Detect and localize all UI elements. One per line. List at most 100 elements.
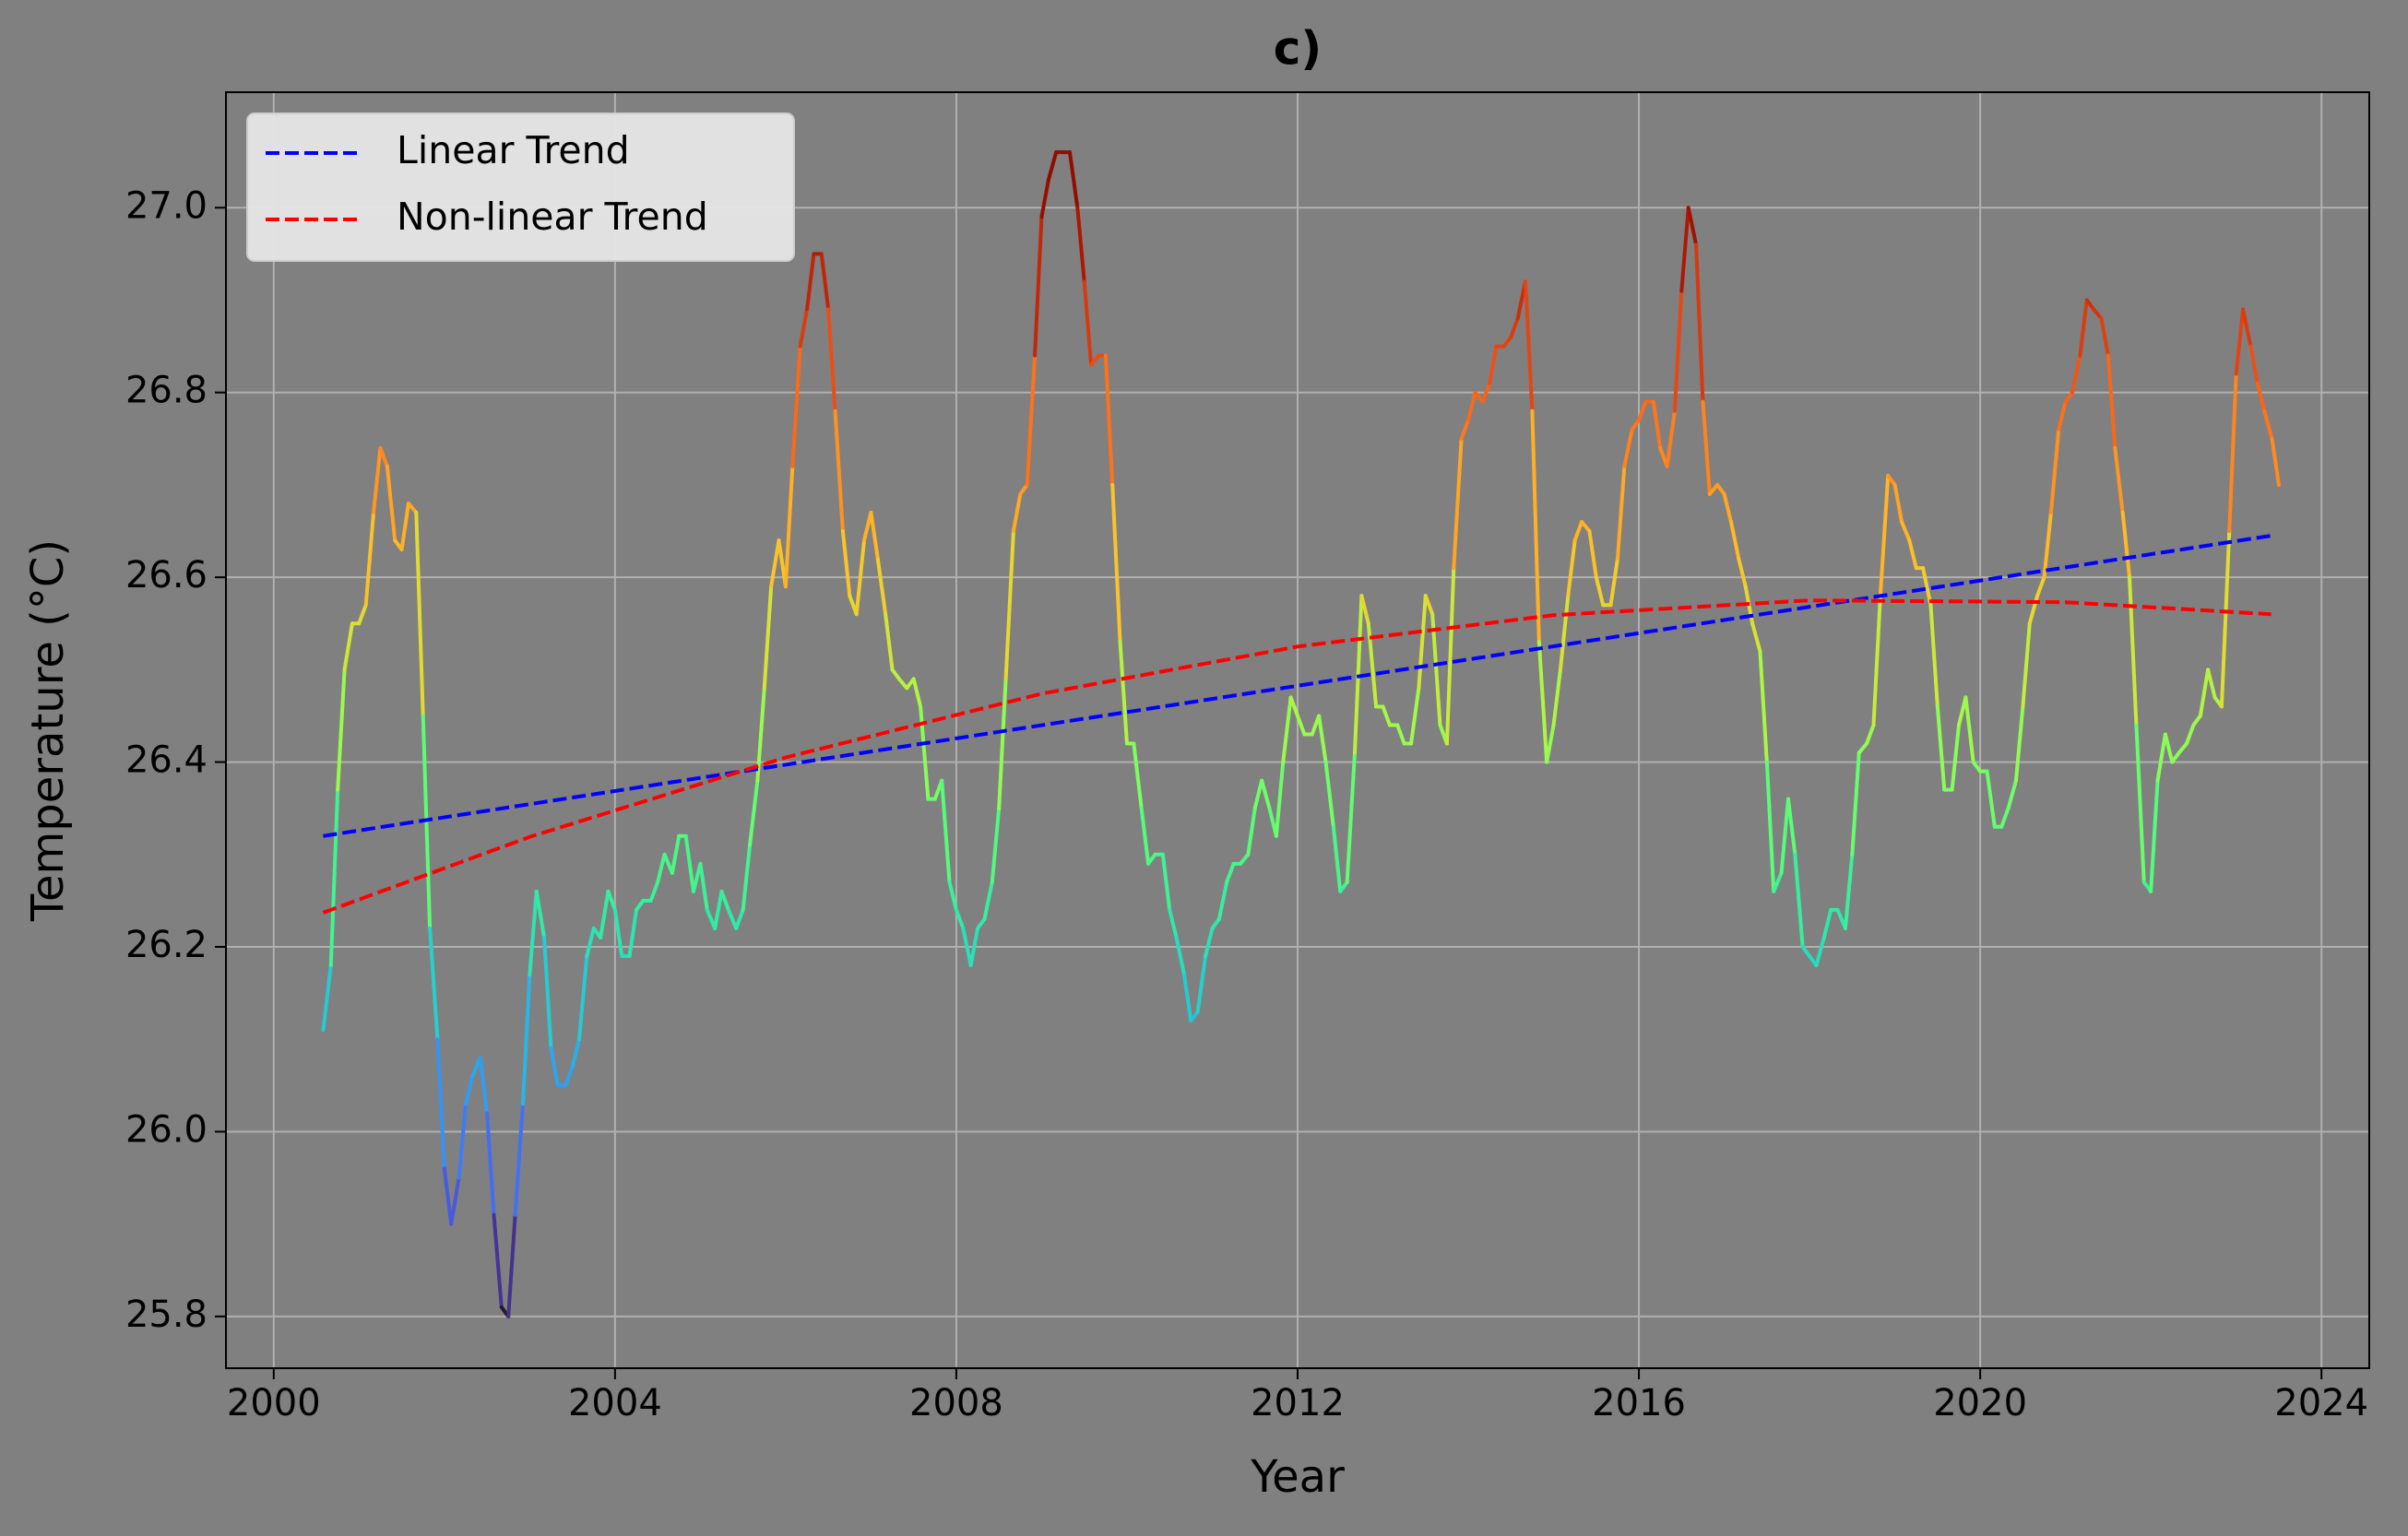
temperature-segment (1566, 538, 1577, 598)
temperature-segment (976, 916, 987, 930)
temperature-segment (2155, 732, 2167, 783)
temperature-segment (1345, 750, 1357, 884)
temperature-segment (2084, 298, 2096, 312)
temperature-segment (2035, 575, 2046, 598)
temperature-segment (506, 1212, 517, 1318)
temperature-segment (385, 464, 397, 543)
legend-label: Non-linear Trend (397, 195, 708, 239)
temperature-segment (769, 538, 781, 589)
temperature-segment (1800, 945, 1812, 959)
y-tick-label: 26.0 (125, 1108, 208, 1151)
temperature-segment (1615, 464, 1627, 561)
temperature-segment (435, 1037, 446, 1171)
temperature-segment (1089, 353, 1101, 367)
temperature-segment (2092, 307, 2104, 321)
y-tick-label: 26.8 (125, 370, 208, 412)
temperature-segment (1246, 806, 1257, 857)
x-tick-label: 2004 (568, 1382, 662, 1424)
temperature-segment (1814, 935, 1826, 968)
x-axis-label: Year (1250, 1451, 1345, 1503)
temperature-segment (1963, 695, 1975, 764)
temperature-segment (1622, 427, 1634, 468)
temperature-segment (528, 889, 539, 977)
temperature-segment (798, 307, 810, 349)
temperature-segment (2262, 408, 2274, 441)
x-tick-label: 2012 (1251, 1382, 1345, 1424)
temperature-segment (1843, 852, 1855, 930)
temperature-segment (1189, 1010, 1200, 1023)
y-tick-label: 26.2 (125, 924, 208, 966)
temperature-segment (1637, 399, 1648, 422)
temperature-segment (1331, 824, 1343, 893)
temperature-segment (2241, 307, 2253, 349)
temperature-segment (2021, 621, 2032, 709)
temperature-segment (1216, 880, 1229, 921)
temperature-segment (2120, 510, 2132, 580)
temperature-segment (1067, 150, 1080, 210)
temperature-segment (2234, 307, 2246, 376)
temperature-segment (869, 510, 880, 561)
temperature-segment (1195, 954, 1208, 1014)
temperature-segment (1587, 529, 1598, 580)
temperature-segment (1181, 973, 1193, 1023)
temperature-segment (357, 603, 368, 626)
temperature-segment (1452, 436, 1464, 571)
temperature-segment (1139, 806, 1151, 866)
temperature-segment (790, 344, 802, 468)
temperature-segment (719, 889, 730, 912)
temperature-segment (670, 833, 682, 875)
temperature-segment (840, 529, 852, 598)
temperature-segment (1430, 612, 1442, 727)
temperature-segment (854, 538, 867, 617)
temperature-segment (1630, 418, 1642, 431)
temperature-segment (1608, 557, 1619, 608)
temperature-segment (748, 778, 760, 847)
temperature-segment (2057, 399, 2068, 431)
chart-title: c) (1274, 22, 1323, 76)
temperature-segment (1168, 907, 1179, 939)
temperature-segment (1545, 723, 1556, 764)
temperature-segment (585, 926, 596, 959)
temperature-segment (2191, 714, 2202, 727)
temperature-segment (961, 926, 973, 968)
temperature-segment (1999, 806, 2011, 829)
temperature-segment (982, 880, 994, 921)
temperature-segment (1317, 714, 1328, 764)
temperature-segment (1459, 418, 1471, 441)
temperature-segment (534, 889, 547, 939)
temperature-segment (1971, 760, 1983, 774)
temperature-segment (968, 926, 980, 968)
temperature-segment (833, 408, 845, 534)
temperature-segment (1785, 797, 1797, 857)
temperature-segment (1672, 289, 1684, 413)
temperature-segment (1900, 520, 1912, 543)
temperature-segment (1779, 797, 1790, 875)
temperature-segment (627, 907, 639, 959)
temperature-segment (1793, 852, 1805, 950)
temperature-segment (1558, 594, 1571, 672)
temperature-segment (1524, 279, 1535, 413)
temperature-segment (1821, 907, 1833, 939)
temperature-segment (1444, 566, 1456, 746)
temperature-segment (1025, 353, 1038, 487)
temperature-segment (1935, 704, 1947, 792)
temperature-segment (563, 1065, 575, 1088)
y-axis-label: Temperature (°C) (22, 539, 74, 922)
temperature-segment (1480, 381, 1492, 404)
temperature-segment (1046, 150, 1059, 183)
temperature-segment (577, 954, 589, 1042)
temperature-segment (1466, 390, 1477, 422)
temperature-segment (2128, 575, 2139, 727)
temperature-segment (513, 1102, 525, 1217)
temperature-segment (1011, 491, 1023, 534)
temperature-segment (549, 1046, 560, 1088)
temperature-segment (421, 714, 433, 930)
y-tick-label: 27.0 (125, 184, 208, 227)
temperature-segment (1594, 575, 1606, 608)
temperature-segment (1701, 399, 1712, 496)
temperature-segment (1509, 316, 1520, 339)
temperature-segment (1651, 399, 1663, 450)
temperature-segment (1737, 557, 1748, 589)
temperature-segment (1679, 206, 1690, 293)
